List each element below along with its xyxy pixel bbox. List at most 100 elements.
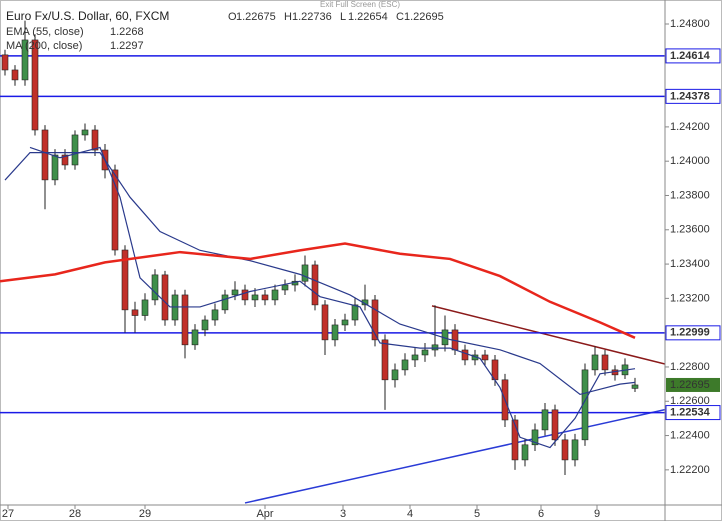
candle-body bbox=[21, 39, 29, 81]
candle-body bbox=[1, 54, 9, 71]
candle-body bbox=[241, 289, 249, 301]
x-tick-label: 9 bbox=[594, 508, 600, 520]
indicator-line bbox=[0, 242, 636, 339]
legend-value: 1.2297 bbox=[110, 40, 144, 52]
plot-area bbox=[0, 20, 665, 504]
candle-body bbox=[321, 304, 329, 341]
candle-body bbox=[271, 289, 279, 301]
candle-body bbox=[31, 39, 39, 131]
candle-body bbox=[71, 134, 79, 166]
candle-body bbox=[51, 154, 59, 181]
candle-body bbox=[231, 289, 239, 296]
candle-body bbox=[381, 339, 389, 381]
candle-body bbox=[311, 264, 319, 306]
candle-body bbox=[261, 294, 269, 301]
candle-body bbox=[281, 284, 289, 291]
candle-body bbox=[41, 129, 49, 181]
candle-body bbox=[91, 129, 99, 151]
candle-body bbox=[461, 349, 469, 361]
candle-body bbox=[141, 299, 149, 316]
notice: Exit Full Screen (ESC) bbox=[320, 0, 400, 9]
legend-value: 1.2268 bbox=[110, 26, 144, 38]
y-tick-label: 1.24200 bbox=[670, 121, 710, 133]
candle-body bbox=[571, 439, 579, 461]
level-label: 1.24378 bbox=[670, 90, 710, 102]
candle-body bbox=[181, 294, 189, 346]
y-tick-label: 1.23200 bbox=[670, 292, 710, 304]
ohlc-letter: C bbox=[396, 11, 404, 23]
candle-body bbox=[151, 274, 159, 301]
x-tick-label: 4 bbox=[407, 508, 413, 520]
indicator-line bbox=[29, 146, 636, 449]
x-tick-label: 28 bbox=[69, 508, 81, 520]
last-price-tag bbox=[666, 377, 720, 392]
candle-body bbox=[601, 354, 609, 371]
legend-name: MA (200, close) bbox=[6, 40, 82, 52]
trend-line bbox=[244, 408, 665, 504]
y-tick-label: 1.23400 bbox=[670, 258, 710, 270]
candle-body bbox=[251, 294, 259, 301]
ohlc-letter: H bbox=[284, 11, 292, 23]
level-tag bbox=[665, 325, 721, 341]
candle-body bbox=[111, 169, 119, 251]
candle-body bbox=[61, 154, 69, 166]
candle-body bbox=[221, 294, 229, 311]
chart-title: Euro Fx/U.S. Dollar, 60, FXCM bbox=[6, 9, 169, 23]
trend-line bbox=[431, 305, 665, 365]
candle-body bbox=[531, 429, 539, 446]
candle-body bbox=[411, 354, 419, 361]
ohlc-value: 1.22675 bbox=[236, 11, 276, 23]
candle-body bbox=[301, 264, 309, 282]
y-tick-label: 1.22800 bbox=[670, 361, 710, 373]
candle-body bbox=[371, 299, 379, 341]
candle-body bbox=[201, 319, 209, 331]
level-label: 1.22534 bbox=[670, 406, 711, 418]
x-tick-label: 27 bbox=[2, 508, 14, 520]
level-tag bbox=[665, 48, 721, 64]
ohlc-value: 1.22695 bbox=[404, 11, 444, 23]
y-tick-label: 1.23600 bbox=[670, 224, 710, 236]
ohlc-value: 1.22654 bbox=[348, 11, 388, 23]
candle-body bbox=[421, 349, 429, 356]
y-tick-label: 1.24800 bbox=[670, 18, 710, 30]
candle-body bbox=[401, 359, 409, 371]
x-tick-label: 3 bbox=[340, 508, 346, 520]
candle-body bbox=[331, 324, 339, 341]
candle-body bbox=[631, 384, 639, 389]
x-tick-label: 5 bbox=[474, 508, 480, 520]
candle-body bbox=[591, 354, 599, 371]
candle-body bbox=[211, 309, 219, 321]
candle-body bbox=[511, 419, 519, 461]
candle-body bbox=[481, 354, 489, 361]
candle-body bbox=[431, 344, 439, 351]
y-tick-label: 1.22200 bbox=[670, 464, 710, 476]
candle-body bbox=[11, 69, 19, 81]
candle-body bbox=[161, 274, 169, 321]
y-tick-label: 1.23800 bbox=[670, 189, 710, 201]
x-tick-label: 6 bbox=[538, 508, 544, 520]
y-tick-label: 1.22600 bbox=[670, 395, 710, 407]
indicator-line bbox=[4, 152, 636, 396]
level-tag bbox=[665, 88, 721, 104]
y-tick-label: 1.24000 bbox=[670, 155, 710, 167]
candle-body bbox=[131, 309, 139, 316]
candle-body bbox=[541, 409, 549, 431]
level-label: 1.24614 bbox=[670, 50, 711, 62]
ohlc-value: 1.22736 bbox=[292, 11, 332, 23]
last-price-label: 1.22695 bbox=[670, 379, 710, 391]
legend-name: EMA (55, close) bbox=[6, 26, 84, 38]
candle-body bbox=[341, 319, 349, 326]
level-label: 1.22999 bbox=[670, 327, 710, 339]
candle-body bbox=[521, 444, 529, 461]
candle-body bbox=[561, 439, 569, 461]
level-tag bbox=[665, 405, 721, 421]
candle-body bbox=[551, 409, 559, 441]
ohlc-letter: L bbox=[340, 11, 346, 23]
candle-body bbox=[351, 304, 359, 321]
candle-body bbox=[81, 129, 89, 136]
ohlc-letter: O bbox=[228, 11, 237, 23]
x-tick-label: Apr bbox=[256, 508, 273, 520]
candle-body bbox=[391, 369, 399, 381]
